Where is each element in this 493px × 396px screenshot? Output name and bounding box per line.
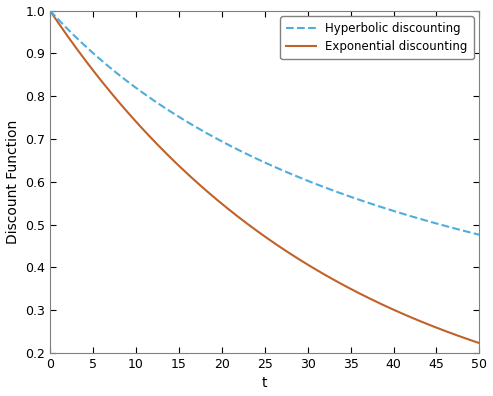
Hyperbolic discounting	[385, 207, 391, 211]
Exponential discounting	[245, 221, 250, 226]
Exponential discounting	[69, 40, 75, 44]
Exponential discounting	[477, 341, 483, 345]
X-axis label: t: t	[262, 377, 268, 390]
Exponential discounting	[47, 8, 53, 13]
Hyperbolic discounting	[47, 8, 53, 13]
Line: Exponential discounting: Exponential discounting	[50, 11, 480, 343]
Hyperbolic discounting	[256, 157, 262, 162]
Exponential discounting	[464, 337, 470, 341]
Hyperbolic discounting	[69, 31, 75, 36]
Legend: Hyperbolic discounting, Exponential discounting: Hyperbolic discounting, Exponential disc…	[281, 17, 474, 59]
Hyperbolic discounting	[464, 229, 470, 234]
Exponential discounting	[385, 305, 391, 310]
Hyperbolic discounting	[477, 232, 483, 237]
Line: Hyperbolic discounting: Hyperbolic discounting	[50, 11, 480, 235]
Y-axis label: Discount Function: Discount Function	[5, 120, 20, 244]
Exponential discounting	[256, 230, 262, 234]
Hyperbolic discounting	[464, 229, 470, 234]
Exponential discounting	[464, 337, 470, 341]
Hyperbolic discounting	[245, 152, 250, 157]
